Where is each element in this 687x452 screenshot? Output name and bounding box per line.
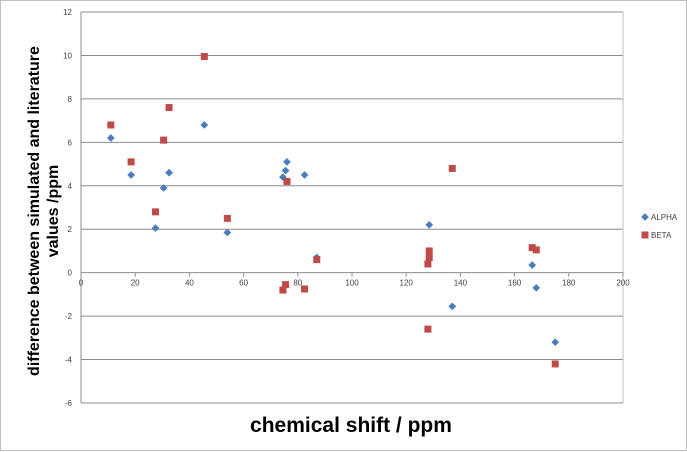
data-point-alpha [448,302,457,311]
data-point-beta [127,158,135,166]
data-point-beta [313,256,321,264]
data-point-beta [160,136,168,144]
data-point-alpha [106,134,115,142]
x-tick-label: 60 [239,279,248,288]
x-tick-label: 0 [79,279,84,288]
x-tick-label: 140 [454,279,468,288]
data-point-beta [551,360,559,368]
data-point-alpha [200,121,209,129]
legend: ALPHA BETA [641,213,678,240]
data-point-beta [107,121,115,129]
y-tick-label: 2 [68,225,73,234]
x-axis-tick-labels: 0 20 40 60 80 100 120 140 160 180 200 [79,279,630,288]
x-axis-title: chemical shift / ppm [250,414,452,437]
axes [80,12,624,404]
y-axis-title-line-2: values /ppm [45,165,62,257]
data-points [106,53,560,368]
x-tick-label: 120 [400,279,414,288]
data-point-alpha [278,173,287,182]
data-point-alpha [165,168,174,177]
data-point-alpha [300,170,309,179]
y-tick-label: -4 [65,356,73,365]
data-point-alpha [425,220,434,229]
data-point-alpha [528,261,537,270]
data-point-beta [532,246,540,254]
y-tick-label: 6 [68,138,73,147]
data-point-beta [223,214,231,222]
data-point-beta [448,164,456,172]
data-point-alpha [283,157,291,166]
data-point-beta [424,325,432,333]
data-point-beta [301,285,309,293]
data-point-alpha [223,228,232,237]
x-tick-label: 100 [345,279,359,288]
data-point-alpha [532,283,541,292]
legend-marker-alpha [641,213,649,221]
x-tick-label: 160 [508,279,522,288]
legend-label-alpha: ALPHA [651,213,678,222]
y-tick-label: 12 [63,8,72,17]
data-point-alpha [151,224,160,233]
data-point-alpha [159,183,168,192]
data-point-beta [424,260,432,268]
y-axis-title: difference between simulated and literat… [26,46,62,376]
data-point-beta [425,253,433,261]
y-axis-tick-labels: -6 -4 -2 0 2 4 6 8 10 12 [63,8,72,408]
data-point-beta [283,177,291,185]
y-tick-label: 0 [68,269,73,278]
y-tick-label: -2 [65,312,73,321]
y-tick-label: 4 [68,182,73,191]
data-point-alpha [281,166,290,175]
data-point-beta [425,247,433,255]
y-tick-label: -6 [65,399,73,408]
x-tick-label: 200 [616,279,630,288]
y-tick-label: 10 [63,51,72,60]
x-tick-label: 20 [131,279,140,288]
legend-label-beta: BETA [651,231,672,240]
legend-marker-beta [641,231,649,239]
data-point-beta [282,281,290,289]
y-tick-label: 8 [68,95,73,104]
data-point-beta [200,53,208,61]
x-tick-label: 40 [185,279,194,288]
data-point-beta [152,208,160,216]
y-axis-title-line-1: difference between simulated and literat… [26,46,43,376]
x-tick-label: 180 [562,279,576,288]
data-point-alpha [551,338,560,347]
gridlines [81,11,623,404]
data-point-beta [165,104,173,112]
data-point-alpha [127,170,136,179]
x-tick-label: 80 [293,279,302,288]
